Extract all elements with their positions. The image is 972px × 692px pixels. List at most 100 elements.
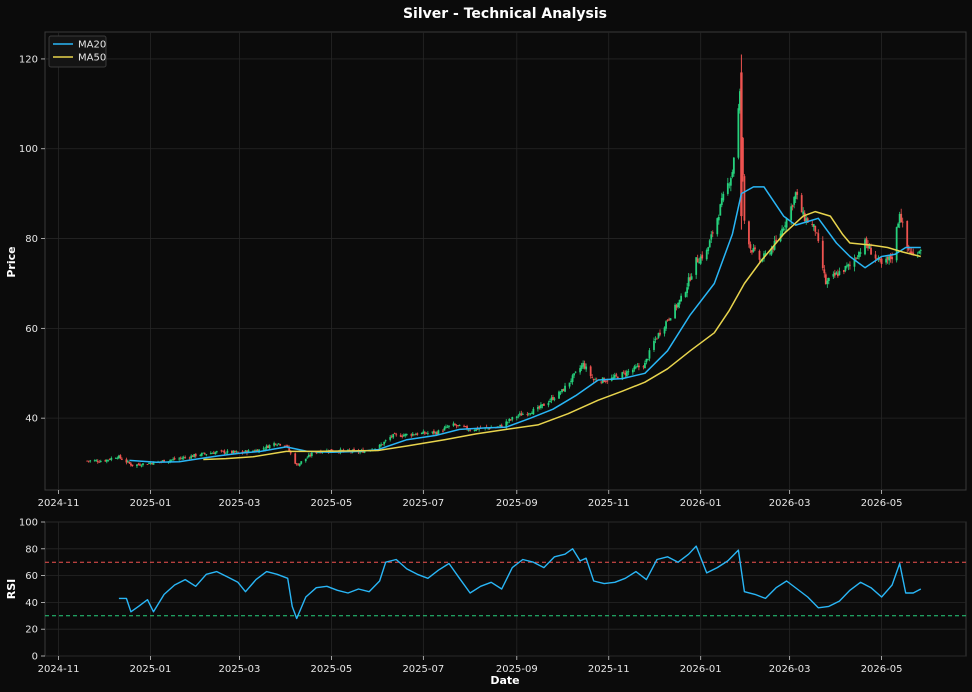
x-tick-label: 2025-01 [130,498,172,509]
candle-body [678,299,681,305]
candle-body [625,371,628,377]
candle-body [891,257,894,260]
x-tick-label: 2025-09 [496,498,538,509]
candle-body [726,183,729,194]
price-x-ticks: 2024-11 2025-01 2025-03 2025-05 2025-07 2025-… [38,490,902,509]
candle-body [552,397,554,400]
candle-body [690,276,693,280]
candle-body [737,108,740,158]
candle-body [298,463,301,466]
candle-body [648,350,651,359]
candle-body [381,444,384,446]
y-tick-label: 100 [19,518,38,529]
candle-body [806,218,809,223]
candle-body [644,362,646,369]
candle-body [686,287,689,294]
candle-body [674,304,676,319]
candle-body [392,434,395,438]
candle-body [455,425,458,427]
y-tick-label: 60 [25,571,38,582]
candle-body [784,225,787,227]
candle-body [231,450,233,454]
candle-body [722,193,725,201]
candle-body [844,265,847,271]
candle-body [304,458,307,462]
candle-body [909,251,912,254]
candle-body [880,258,883,265]
candle-body [268,445,271,449]
candle-body [867,244,869,249]
candle-body [426,433,429,434]
candle-body [668,319,670,321]
y-tick-label: 20 [25,625,38,636]
candle-body [137,463,140,465]
series-line-ma50 [203,210,921,461]
candle-body [879,259,881,261]
legend-label-ma50: MA50 [78,53,106,64]
candle-body [274,443,277,445]
candle-body [886,256,889,260]
candle-body [558,391,560,399]
candle-body [182,457,185,459]
candle-body [247,450,250,453]
candle-body [285,445,288,447]
x-tick-label: 2026-05 [861,664,903,675]
candle-body [169,460,172,462]
candle-body [716,218,719,235]
candle-body [843,270,845,272]
candle-body [425,432,428,434]
candle-body [752,247,755,252]
candle-body [380,444,383,446]
candle-body [562,388,565,392]
candle-body [532,408,535,415]
candle-body [606,380,609,382]
candle-body [811,224,814,226]
x-axis-label: Date [490,674,519,687]
candle-body [864,239,866,255]
candle-body [540,404,542,409]
candle-body [579,368,582,373]
candle-body [701,254,704,259]
candle-body [613,375,616,378]
x-tick-label: 2025-03 [219,498,261,509]
candle-body [191,455,194,457]
candle-body [203,453,206,454]
candle-body [188,457,191,459]
candle-body [846,265,848,267]
candle-body [710,234,713,240]
candle-body [173,458,176,460]
candle-body [833,272,836,276]
candle-body [821,240,824,269]
candle-body [897,223,900,228]
candle-body [898,213,901,223]
candle-body [543,403,545,406]
candle-body [717,216,720,221]
candle-body [119,455,122,459]
candle-body [517,415,520,417]
candle-body [885,258,888,263]
candle-body [621,372,624,380]
price-plot-area [44,31,967,491]
candle-body [234,450,236,453]
candle-body [754,247,756,250]
candle-body [149,462,152,464]
candle-body [665,321,667,329]
candle-body [437,430,440,435]
candle-body [782,228,785,231]
candle-body [286,445,289,447]
candle-body [612,377,615,379]
y-tick-label: 40 [25,598,38,609]
candle-body [675,305,678,308]
candle-body [105,459,108,462]
candle-body [616,376,619,379]
candle-body [142,463,144,466]
candle-body [571,375,574,382]
x-tick-label: 2025-05 [311,664,353,675]
candle-body [785,218,788,228]
candle-body [511,417,514,420]
candle-body [264,448,266,450]
candle-body [226,450,229,453]
candle-body [457,425,459,426]
candle-body [95,460,98,462]
rsi-plot-area [44,521,967,657]
